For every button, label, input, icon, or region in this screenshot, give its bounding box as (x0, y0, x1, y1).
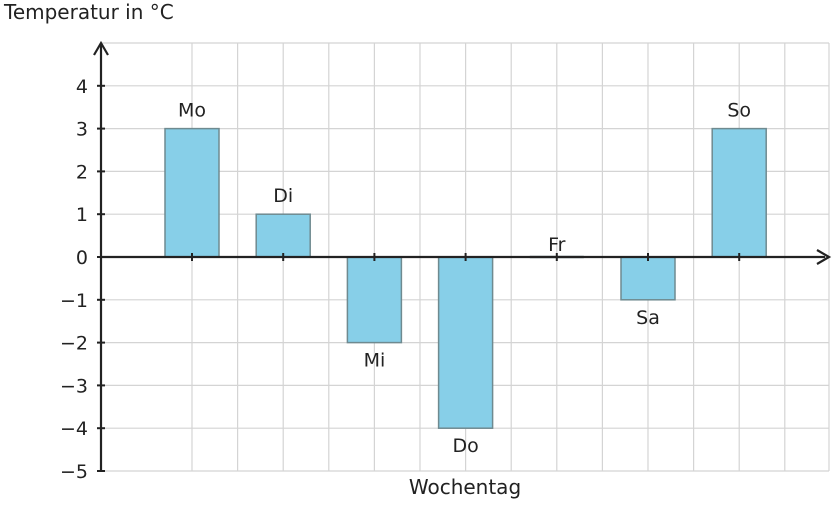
y-tick-label: 2 (76, 161, 88, 183)
y-tick-label: 0 (76, 247, 88, 269)
y-tick-label: 3 (76, 119, 88, 141)
bar-so (711, 127, 767, 258)
bar-label-do: Do (452, 435, 478, 457)
y-tick-label: −3 (60, 375, 88, 397)
bar-do (437, 256, 494, 429)
tick-labels: 4 3 2 1 0 −1 −2 −3 −4 −5 (60, 76, 88, 483)
bar-label-mo: Mo (178, 100, 206, 122)
x-axis-title: Wochentag (408, 475, 522, 499)
bar-label-mi: Mi (364, 350, 386, 372)
x-axis-arrow (816, 249, 832, 265)
bar-label-di: Di (273, 185, 293, 207)
y-tick-label: −4 (60, 418, 88, 440)
y-tick-label: −5 (60, 461, 88, 483)
bars (164, 127, 767, 429)
bar-label-so: So (727, 100, 751, 122)
bar-labels: Mo Di Mi Do Fr Sa So (178, 100, 751, 458)
y-axis-title: Temperatur in °C (4, 0, 174, 24)
bar-di (255, 213, 311, 258)
bar-sa (620, 256, 676, 301)
y-axis-arrow (93, 40, 109, 56)
y-tick-label: −1 (60, 290, 88, 312)
y-tick-label: −2 (60, 333, 88, 355)
bar-mo (164, 127, 220, 258)
y-tick-label: 4 (76, 76, 88, 98)
y-tick-label: 1 (76, 204, 88, 226)
bar-label-fr: Fr (548, 234, 566, 256)
bar-mi (346, 256, 403, 344)
bar-label-sa: Sa (636, 307, 660, 329)
axes (93, 40, 832, 472)
